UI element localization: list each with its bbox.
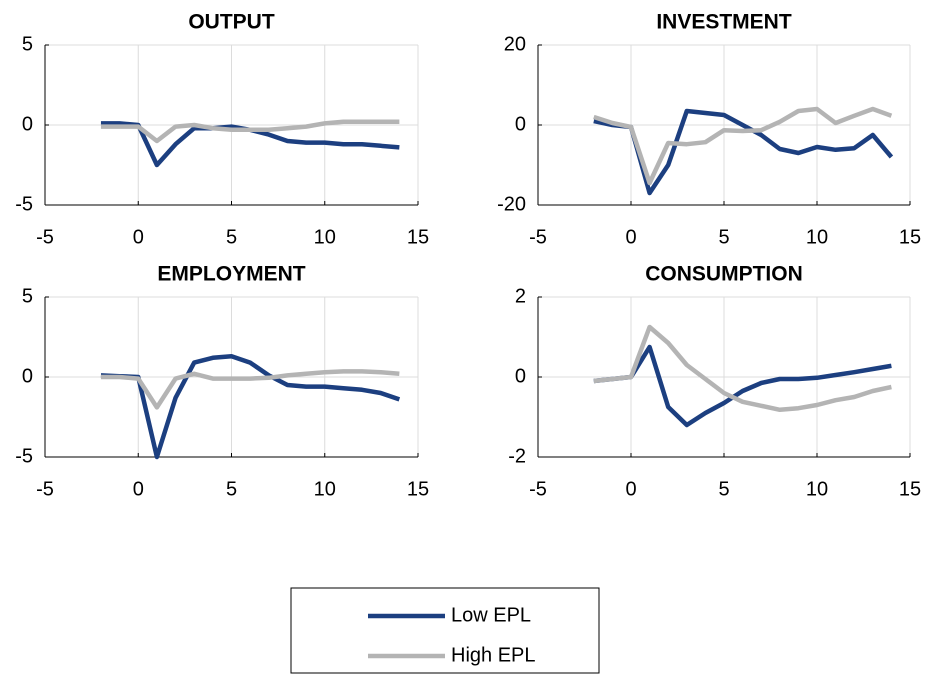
y-tick-label: -5	[15, 193, 33, 215]
y-tick-label: 0	[22, 113, 33, 135]
x-tick-label: 0	[133, 226, 144, 248]
x-tick-label: -5	[529, 478, 547, 500]
x-tick-label: 0	[625, 478, 636, 500]
x-tick-label: 5	[226, 478, 237, 500]
data-line	[593, 324, 892, 413]
y-tick-label: 0	[515, 113, 526, 135]
x-tick-label: 15	[407, 226, 429, 248]
x-tick-label: 10	[806, 478, 828, 500]
chart-title: EMPLOYMENT	[157, 263, 305, 286]
x-tick-label: 15	[899, 226, 921, 248]
x-tick-label: 10	[314, 226, 336, 248]
chart-title: CONSUMPTION	[645, 263, 803, 286]
x-tick-label: -5	[36, 226, 54, 248]
x-tick-label: 15	[407, 478, 429, 500]
data-line	[100, 369, 400, 410]
y-tick-label: 5	[22, 285, 33, 307]
x-tick-label: 10	[314, 478, 336, 500]
y-tick-label: -2	[508, 445, 526, 467]
x-tick-label: 0	[625, 226, 636, 248]
x-tick-label: -5	[36, 478, 54, 500]
chart-title: OUTPUT	[188, 11, 275, 34]
legend-label: High EPL	[451, 644, 536, 666]
y-tick-label: -5	[15, 445, 33, 467]
y-tick-label: -20	[497, 193, 526, 215]
x-tick-label: 15	[899, 478, 921, 500]
x-tick-label: 0	[133, 478, 144, 500]
legend-box	[290, 587, 600, 674]
chart-title: INVESTMENT	[656, 11, 792, 34]
data-line	[100, 353, 401, 460]
x-tick-label: 5	[718, 478, 729, 500]
x-tick-label: 5	[226, 226, 237, 248]
data-line	[593, 344, 892, 428]
x-tick-label: 10	[806, 226, 828, 248]
legend-label: Low EPL	[451, 604, 531, 626]
y-tick-label: 20	[504, 33, 526, 55]
x-tick-label: -5	[529, 226, 547, 248]
data-line	[100, 119, 400, 144]
y-tick-label: 0	[515, 365, 526, 387]
data-line	[593, 106, 893, 186]
y-tick-label: 2	[515, 285, 526, 307]
y-tick-label: 5	[22, 33, 33, 55]
y-tick-label: 0	[22, 365, 33, 387]
x-tick-label: 5	[718, 226, 729, 248]
